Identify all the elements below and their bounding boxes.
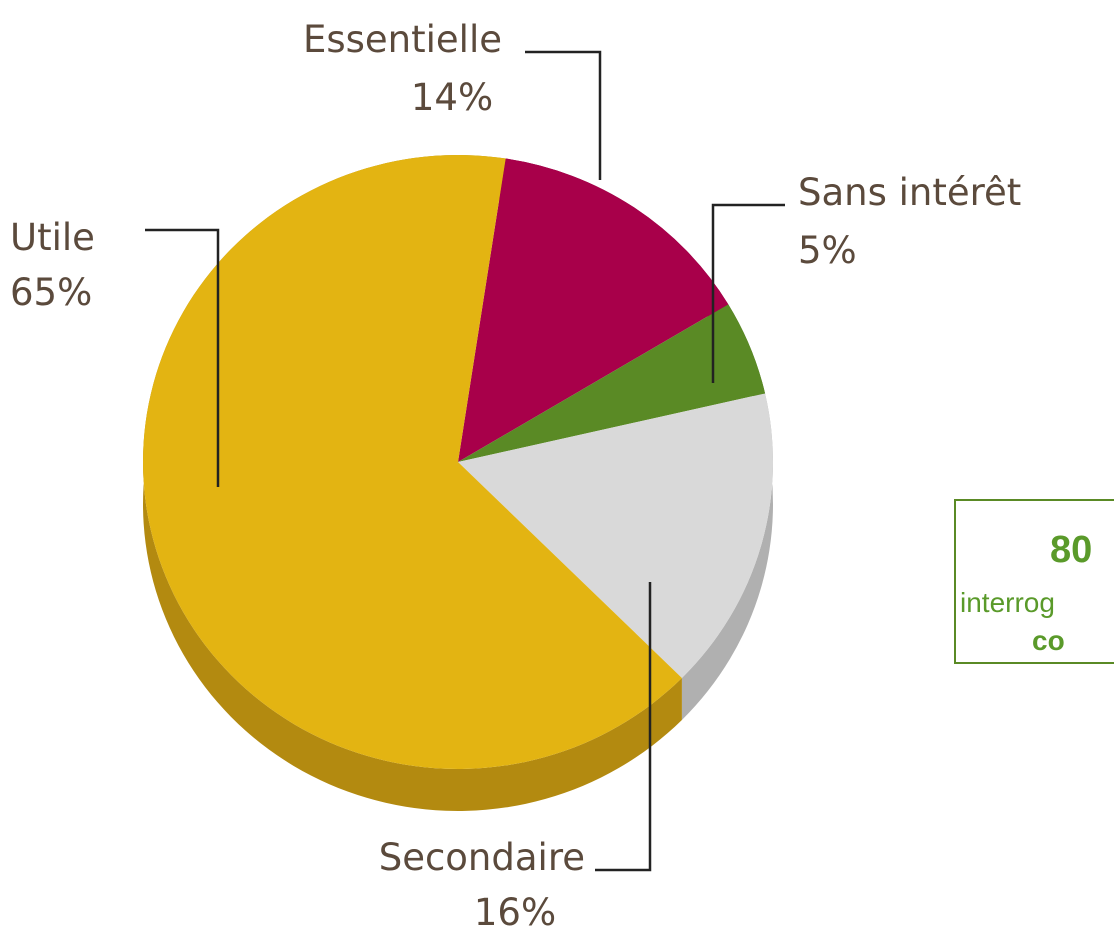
pie-tops bbox=[143, 154, 773, 770]
annotation-text: co bbox=[1032, 625, 1065, 656]
slice bbox=[458, 393, 773, 678]
slice-label: Secondaire bbox=[379, 836, 585, 879]
slice bbox=[143, 154, 682, 770]
slice-value-label: 5% bbox=[798, 229, 857, 272]
leader-line bbox=[595, 582, 652, 872]
leader-line bbox=[145, 228, 220, 487]
slice-label: Utile bbox=[10, 216, 95, 259]
annotation-text: 80 bbox=[1050, 529, 1092, 571]
slice-value-label: 16% bbox=[474, 891, 556, 931]
slice-side bbox=[681, 393, 773, 720]
leader-line bbox=[711, 203, 785, 383]
leader-line bbox=[525, 50, 602, 180]
slice-label: Essentielle bbox=[303, 18, 502, 61]
slice bbox=[458, 158, 729, 462]
slice-label: Sans intérêt bbox=[798, 171, 1021, 214]
annotation-text: interrog bbox=[960, 587, 1055, 618]
slice-value-label: 14% bbox=[411, 76, 493, 119]
annotation-box bbox=[954, 499, 1114, 664]
slice bbox=[458, 304, 766, 462]
slice-side bbox=[142, 154, 682, 812]
slice-value-label: 65% bbox=[10, 271, 92, 314]
